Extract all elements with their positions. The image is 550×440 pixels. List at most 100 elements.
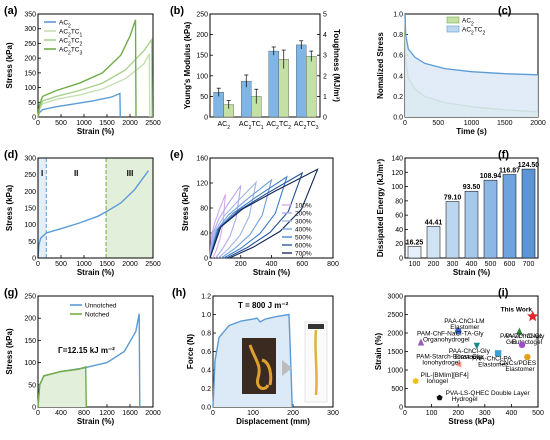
y-tick-label: 100 — [196, 73, 208, 80]
point-label: Elastomer — [478, 361, 508, 368]
region-label: III — [127, 169, 134, 178]
x-tick-label: 100 — [247, 410, 259, 417]
point-label: PAA-ChCl-PA — [472, 355, 512, 362]
y-axis-label: Stress (kPa) — [181, 185, 190, 232]
x-tick-label: 500 — [532, 410, 544, 417]
point-label: CNCs/PDES — [499, 360, 537, 367]
category-label: AC2TC1 — [239, 121, 264, 131]
bar — [464, 190, 479, 259]
label-part: 2 — [68, 24, 71, 30]
y-axis-label: Young's Modulus (kPa) — [183, 21, 192, 109]
chart-g: 0 400 800 1200 1600 2000 0 50 100 150 200 250 Strain… — [5, 294, 161, 427]
point-pentagon — [436, 394, 443, 401]
hysteresis-loop — [209, 178, 273, 259]
x-axis-label: Strain (%) — [77, 268, 115, 277]
hysteresis-loop — [209, 194, 226, 259]
y-tick-label: 0 — [399, 256, 403, 263]
y-tick-label: 0 — [32, 115, 36, 122]
x-tick-label: 200 — [452, 410, 464, 417]
data-label: 108.94 — [480, 173, 502, 180]
y-tick-label: 100 — [24, 222, 36, 229]
chart-a: 0 500 1000 1500 2000 2500 0 50 100 150 200 250 300 35… — [5, 12, 161, 137]
point-label: Gel — [506, 339, 517, 346]
x-tick-label: 400 — [266, 261, 278, 268]
x-tick-label: 1600 — [122, 410, 138, 417]
y-tick-label: 200 — [196, 32, 208, 39]
y-tick-label: 0.6 — [393, 53, 403, 60]
data-label: 79.10 — [444, 195, 462, 202]
point-label: Eutectogel — [511, 339, 542, 346]
legend-label: 400% — [295, 227, 312, 234]
y2-tick-label: 0 — [323, 115, 327, 122]
y-axis-label: Force (N) — [186, 334, 195, 369]
x-axis-label: Stress (kPa) — [448, 417, 495, 426]
x-axis-label: Time (s) — [456, 127, 487, 136]
y-tick-label: 100 — [391, 184, 403, 191]
sample-shape — [314, 329, 318, 396]
point-label: PVI-ChCl-Gly — [505, 333, 545, 340]
x-axis-label: Strain (%) — [253, 268, 291, 277]
category-label: AC2TC2 — [266, 121, 291, 131]
x-tick-label: 2000 — [122, 261, 138, 268]
legend-label: Notched — [85, 312, 110, 319]
y-axis-label: Stress (kPa) — [5, 185, 14, 232]
plot-frame-top — [37, 157, 154, 259]
bar — [426, 226, 441, 259]
y-tick-label: 150 — [24, 206, 36, 213]
label-part: 2 — [227, 125, 230, 131]
y-tick-label: 250 — [24, 41, 36, 48]
data-label: 16.25 — [406, 239, 424, 246]
y-tick-label: 0.8 — [393, 32, 403, 39]
label-part: 2 — [471, 22, 474, 28]
label-part: 2 — [471, 31, 474, 37]
label-part: AC — [294, 121, 304, 128]
chart-c: 0 500 1000 1500 2000 0.0 0.2 0.4 0.6 0.8 1.0 Time (… — [376, 12, 546, 137]
point-label: This Work — [501, 306, 533, 313]
point-label: Organohydrogel — [423, 336, 470, 343]
x-axis-label: Strain (%) — [453, 268, 491, 277]
y-tick-label: 50 — [28, 100, 36, 107]
chart-i: 0 100 200 300 400 500 0 500 1000 1500 2000 2500 3000… — [374, 294, 545, 427]
label-part: 2 — [79, 42, 82, 48]
panel-label-h: (h) — [172, 287, 186, 299]
y-tick-label: 200 — [24, 316, 36, 323]
point-square — [494, 350, 502, 357]
plot-frame — [37, 13, 154, 118]
annotation: T = 800 J m⁻² — [238, 301, 289, 310]
point-hexagon — [412, 377, 419, 385]
label-part: AC — [59, 47, 68, 54]
chart-h: 0 100 200 300 0.0 0.2 0.4 0.6 0.8 1.0 1.2 Displacem… — [186, 294, 339, 427]
x-tick-label: 2500 — [145, 261, 161, 268]
y-tick-label: 50 — [200, 94, 208, 101]
label-part: 2 — [276, 125, 279, 131]
y2-tick-label: 4 — [323, 32, 327, 39]
panel-label-f: (f) — [498, 149, 509, 161]
x-tick-label: 400 — [55, 410, 67, 417]
y-tick-label: 100 — [24, 85, 36, 92]
chart-b: 0 50 100 150 200 250 0 1 2 3 4 5 Young's Modulus (kP… — [183, 12, 341, 132]
legend-label: AC2 — [59, 20, 71, 30]
label-part: 2 — [249, 125, 252, 131]
label-part: 2 — [304, 125, 307, 131]
series-line-2 — [37, 37, 153, 118]
series-line — [37, 170, 149, 259]
category-label: 200 — [428, 261, 440, 268]
y-tick-label: 50 — [28, 382, 36, 389]
y-tick-label: 200 — [24, 56, 36, 63]
y-tick-label: 0.8 — [201, 331, 211, 338]
category-label: AC2 — [217, 121, 230, 131]
y-tick-label: 20 — [395, 241, 403, 248]
y-tick-label: 350 — [24, 12, 36, 19]
plot-frame — [37, 295, 154, 408]
point-circle — [518, 341, 526, 349]
y-tick-label: 300 — [24, 156, 36, 163]
legend-label: 500% — [295, 235, 312, 242]
arrow-icon — [282, 360, 292, 376]
plot-frame — [209, 13, 321, 118]
bar — [502, 174, 517, 259]
bar — [445, 201, 460, 259]
y-tick-label: 120 — [196, 181, 208, 188]
y-tick-label: 0.4 — [393, 73, 403, 80]
y-tick-label: 1.0 — [201, 312, 211, 319]
y-axis-label: Strain (%) — [374, 333, 383, 371]
